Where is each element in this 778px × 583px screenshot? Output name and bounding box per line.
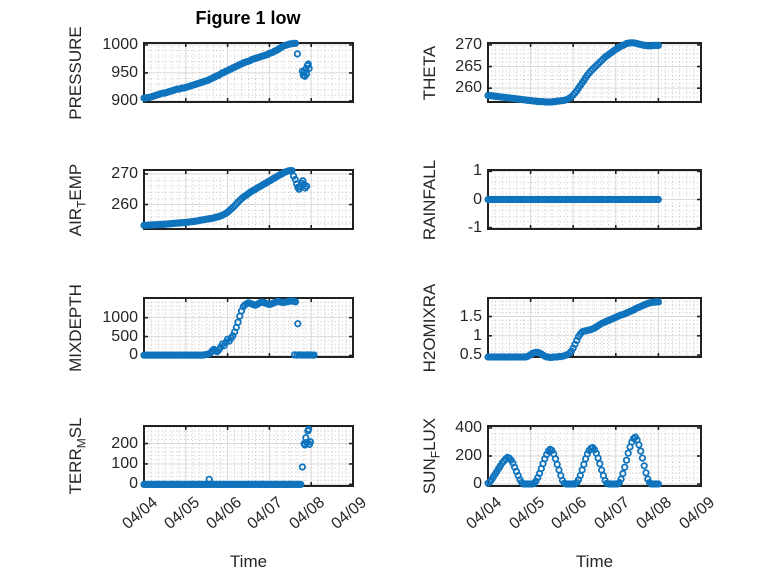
ylabel-text: SUN (420, 458, 439, 495)
figure-title: Figure 1 low (195, 8, 301, 28)
ylabel-text: LUX (420, 417, 439, 451)
y-tick-label: 100 (111, 454, 138, 472)
x-tick-label: 04/06 (202, 494, 245, 533)
mixdepth-chart (140, 297, 354, 359)
y-tick-label: 270 (111, 164, 138, 182)
y-tick-label: 400 (455, 418, 482, 436)
theta-series (484, 39, 662, 106)
sun_flux-chart (484, 425, 702, 488)
y-tick-label: 950 (111, 63, 138, 81)
minor-grid (144, 298, 353, 357)
x-tick-label: 04/09 (328, 494, 370, 533)
h2omixra-chart (484, 297, 702, 362)
x-tick-label: 04/04 (119, 494, 161, 533)
y-tick-label: 0 (473, 475, 482, 493)
rainfall-chart (484, 169, 702, 230)
x-tick-label: 04/05 (161, 494, 203, 533)
major-grid (144, 43, 353, 102)
y-tick-label: 260 (111, 195, 138, 213)
pressure-chart (140, 39, 354, 103)
h2omixra-series (484, 298, 662, 362)
axis-ticks (143, 43, 354, 102)
y-tick-label: 260 (455, 79, 482, 97)
x-tick-label: 04/08 (633, 494, 676, 533)
terr_msl-series (140, 425, 314, 489)
airtemp-series (140, 167, 311, 229)
y-tick-label: 1000 (102, 35, 138, 53)
terr_msl-ylabel: TERRMSL (66, 346, 89, 566)
minor-grid (144, 426, 353, 486)
x-tick-label: 04/05 (505, 494, 548, 533)
ylabel-text: SL (66, 417, 85, 439)
terr_msl-chart (140, 425, 354, 489)
y-tick-label: 1 (473, 162, 482, 180)
y-tick-label: 500 (111, 327, 138, 345)
y-tick-label: 0.5 (459, 346, 482, 364)
x-axis-title: Time (229, 552, 268, 571)
y-tick-label: 1 (473, 326, 482, 344)
minor-grid (488, 43, 701, 102)
ylabel-text: TERR (66, 448, 85, 495)
y-tick-label: 270 (455, 35, 482, 53)
y-tick-label: 1000 (102, 308, 138, 326)
x-tick-label: 04/08 (286, 494, 329, 533)
theta-chart (484, 39, 702, 106)
y-tick-label: -1 (467, 218, 482, 236)
y-tick-label: 0 (473, 190, 482, 208)
minor-grid (144, 170, 353, 229)
x-tick-label: 04/07 (591, 494, 633, 533)
x-axis-title: Time (575, 552, 614, 571)
x-tick-label: 04/04 (463, 494, 505, 533)
x-tick-label: 04/09 (676, 494, 718, 533)
y-tick-label: 1.5 (459, 307, 482, 325)
y-tick-label: 265 (455, 57, 482, 75)
y-tick-label: 900 (111, 91, 138, 109)
sun_flux-series (484, 433, 662, 488)
ylabel-subscript: T (74, 200, 89, 208)
x-tick-label: 04/06 (548, 494, 591, 533)
y-tick-label: 200 (455, 447, 482, 464)
y-tick-label: 0 (129, 475, 138, 493)
ylabel-text: EMP (66, 163, 85, 201)
y-tick-label: 0 (129, 346, 138, 364)
ylabel-subscript: F (428, 450, 443, 459)
major-grid (488, 426, 701, 486)
airtemp-chart (140, 167, 354, 230)
x-tick-label: 04/07 (244, 494, 287, 533)
ylabel-subscript: M (74, 438, 89, 449)
pressure-series (140, 39, 313, 102)
mixdepth-series (140, 297, 318, 359)
y-tick-label: 200 (111, 434, 138, 452)
rainfall-series (484, 195, 662, 204)
sun_flux-ylabel: SUNFLUX (420, 346, 443, 566)
